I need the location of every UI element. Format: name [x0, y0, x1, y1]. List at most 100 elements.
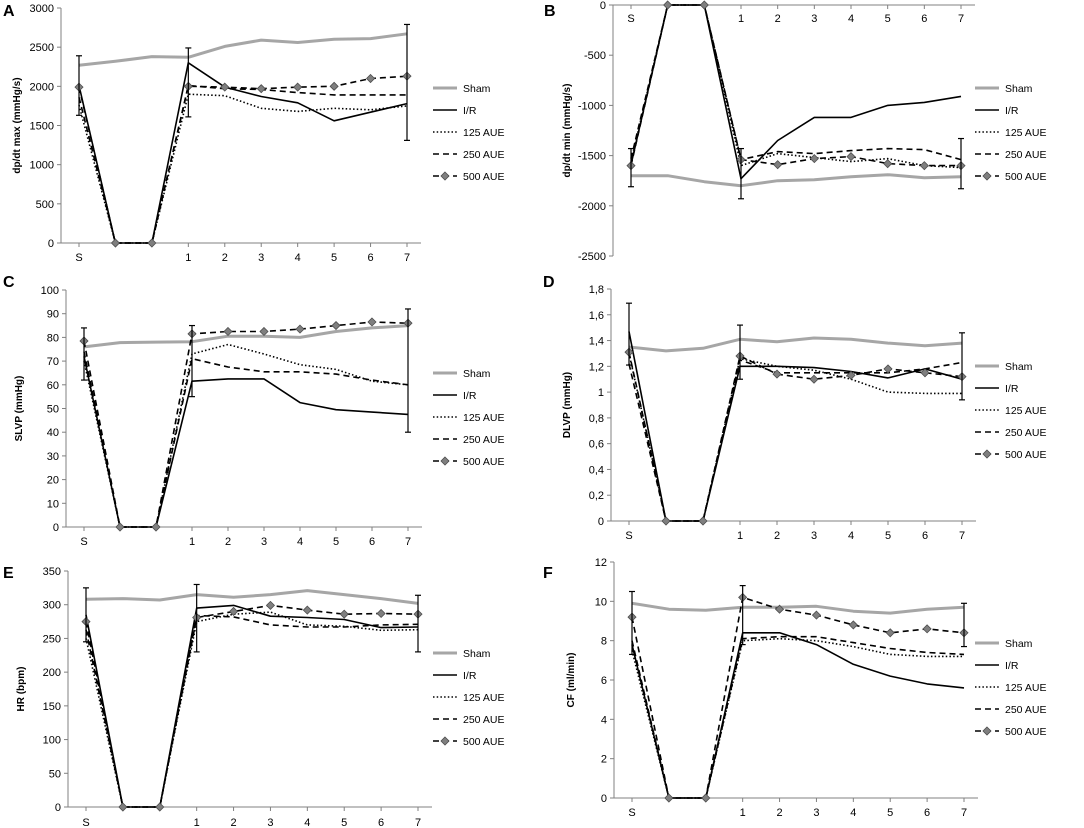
data-point-marker	[367, 317, 377, 327]
x-tick-label: 3	[811, 13, 817, 25]
data-point-marker	[772, 369, 782, 379]
y-tick-label: 150	[43, 701, 61, 713]
series-line-125-aue	[85, 611, 419, 808]
x-tick-label: 1	[737, 530, 743, 542]
x-tick-label: 3	[261, 536, 267, 548]
legend-label: I/R	[463, 390, 477, 402]
y-tick-label: 0,8	[589, 413, 604, 425]
x-tick-label: 5	[331, 252, 337, 264]
y-tick-label: -1000	[578, 100, 606, 112]
data-point-marker	[809, 154, 819, 164]
x-tick-label: S	[80, 536, 87, 548]
x-tick-label: 4	[850, 807, 856, 819]
x-tick-label: 2	[225, 536, 231, 548]
series-line-250-aue	[83, 351, 409, 528]
y-tick-label: 3000	[30, 3, 54, 15]
data-point-marker	[115, 522, 125, 532]
series-line-500-aue	[83, 321, 409, 528]
y-tick-label: 250	[43, 633, 61, 645]
y-tick-label: 90	[47, 309, 59, 321]
legend: Sham I/R 125 AUE 250 AUE 500 AUE	[975, 638, 1046, 738]
x-tick-label: 6	[921, 13, 927, 25]
x-tick-label: 5	[887, 807, 893, 819]
legend-label: 125 AUE	[463, 412, 504, 424]
y-tick-label: 12	[595, 557, 607, 569]
legend-marker	[440, 736, 450, 746]
series-line-sham	[78, 32, 408, 67]
x-tick-label: 6	[367, 252, 373, 264]
y-tick-label: 70	[47, 356, 59, 368]
chart-panel-d: D 0 0,2 0,4 0,6 0,8 1 1,2 1,4 1,6 1,8 S 1 2 3 4 5 6 7 DLVP …	[543, 274, 1046, 542]
data-point-marker	[331, 320, 341, 331]
legend-label: 250 AUE	[1005, 149, 1046, 161]
legend-marker	[982, 726, 992, 736]
data-point-marker	[365, 73, 376, 84]
y-axis-label: CF (ml/min)	[566, 653, 577, 708]
legend-label: 500 AUE	[1005, 171, 1046, 183]
y-tick-label: 1500	[30, 121, 54, 133]
x-tick-label: 1	[738, 13, 744, 25]
x-tick-label: 7	[404, 252, 410, 264]
x-tick-label: 4	[304, 817, 310, 828]
series-line-250-aue	[628, 359, 963, 522]
legend-label: 500 AUE	[1005, 726, 1046, 738]
y-tick-label: 0,6	[589, 439, 604, 451]
legend: Sham I/R 125 AUE 250 AUE 500 AUE	[975, 361, 1046, 461]
x-tick-label: 6	[369, 536, 375, 548]
data-point-marker	[701, 793, 711, 803]
panel-letter: B	[544, 3, 556, 20]
data-point-marker	[295, 324, 305, 334]
data-point-marker	[663, 0, 673, 10]
series-line-i-r	[85, 604, 419, 808]
data-point-marker	[110, 238, 121, 248]
legend-marker	[440, 171, 450, 181]
legend-label: Sham	[1005, 361, 1033, 373]
x-tick-label: 4	[297, 536, 303, 548]
legend-label: 500 AUE	[463, 171, 504, 183]
data-point-marker	[699, 0, 709, 10]
y-tick-label: 10	[595, 596, 607, 608]
legend-label: 125 AUE	[1005, 127, 1046, 139]
data-point-marker	[259, 326, 269, 337]
x-tick-label: 3	[258, 252, 264, 264]
y-tick-label: -2500	[578, 251, 606, 263]
x-tick-label: 1	[740, 807, 746, 819]
data-point-marker	[376, 608, 386, 619]
chart-panel-c: C 0 10 20 30 40 50 60 70 80 90 100 S 1 2 3 4 5 6 7 SLVP (mmH…	[3, 274, 504, 548]
y-tick-label: 0	[55, 802, 61, 814]
legend-marker	[440, 456, 450, 466]
y-tick-label: 300	[43, 600, 61, 612]
x-tick-label: 7	[959, 530, 965, 542]
y-tick-label: 60	[47, 380, 59, 392]
y-tick-label: 0	[600, 0, 606, 12]
data-point-marker	[339, 609, 349, 619]
y-tick-label: 2	[601, 754, 607, 766]
legend-label: 250 AUE	[463, 149, 504, 161]
series-line-sham	[83, 324, 409, 349]
legend-label: 125 AUE	[463, 127, 504, 139]
series-line-125-aue	[628, 353, 962, 522]
y-tick-label: 2000	[30, 81, 54, 93]
y-tick-label: 2500	[30, 42, 54, 54]
x-tick-label: 4	[848, 13, 854, 25]
data-point-marker	[256, 84, 266, 94]
y-tick-label: 20	[47, 475, 59, 487]
y-tick-label: 40	[47, 427, 59, 439]
series-line-sham	[85, 589, 419, 605]
series-line-i-r	[83, 356, 409, 528]
legend-label: 500 AUE	[463, 736, 504, 748]
data-point-marker	[265, 600, 276, 610]
data-point-marker	[883, 364, 893, 374]
y-tick-label: 50	[47, 404, 59, 416]
data-point-marker	[774, 604, 785, 614]
series-line-500-aue	[630, 4, 961, 167]
y-tick-label: 50	[49, 768, 61, 780]
x-tick-label: 2	[775, 13, 781, 25]
legend-label: 125 AUE	[463, 692, 504, 704]
series-line-500-aue	[78, 75, 408, 244]
data-point-marker	[846, 370, 856, 380]
data-point-marker	[811, 610, 822, 620]
data-point-marker	[698, 516, 708, 526]
series-line-sham	[631, 601, 965, 615]
y-tick-label: 1,6	[589, 310, 604, 322]
